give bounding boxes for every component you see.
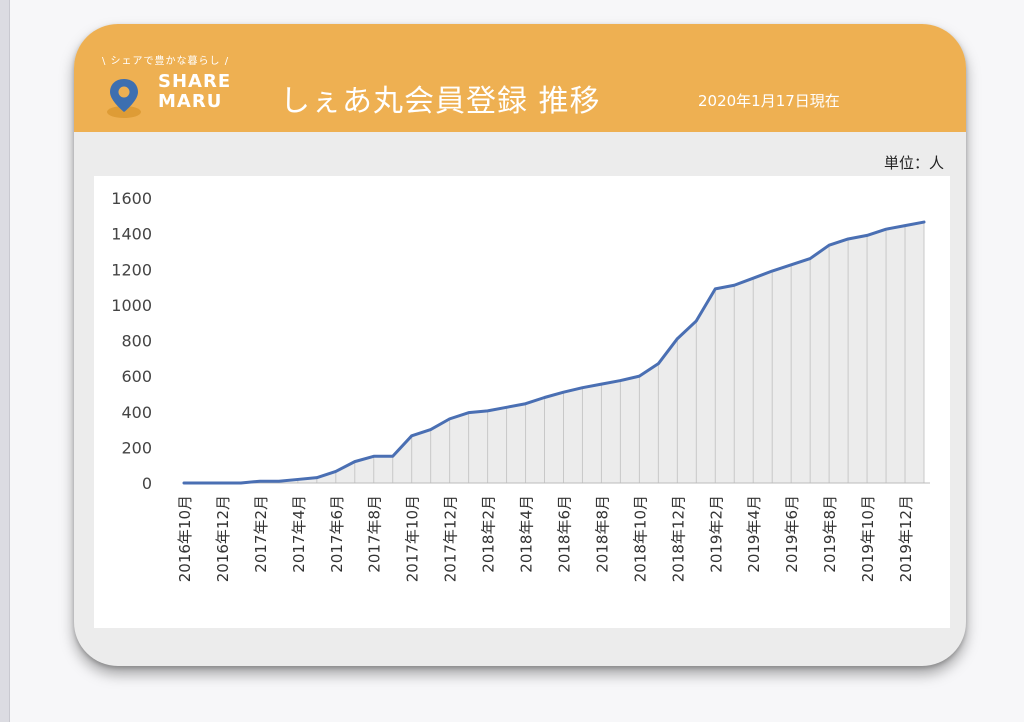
x-tick-label: 2017年8月 [366,495,384,573]
y-tick-label: 1000 [111,296,152,315]
y-tick-label: 400 [121,403,152,422]
logo-tagline: \ シェアで豊かな暮らし / [102,56,230,67]
data-point [277,480,281,483]
data-point [524,402,527,405]
x-tick-label: 2019年2月 [707,495,725,573]
data-point [410,434,413,437]
logo-line-1: SHARE [158,71,232,92]
data-point [486,409,489,413]
data-point [505,406,508,409]
data-point [372,455,375,458]
data-point [448,417,451,421]
data-point [239,481,243,485]
data-point [258,480,262,483]
data-point [865,234,869,237]
data-point [182,481,186,485]
x-tick-label: 2017年6月 [328,495,346,573]
card-header: \ シェアで豊かな暮らし / SHARE MARU しぇあ丸会員登録 推移 20… [74,24,966,132]
y-tick-label: 1200 [111,260,152,279]
logo-line-2: MARU [158,91,223,112]
data-point [808,257,812,260]
data-point [657,362,660,365]
data-point [903,224,907,227]
y-tick-label: 800 [121,332,152,351]
unit-label: 単位：人 [883,154,944,172]
logo-wordmark: SHARE MARU [158,72,231,112]
data-point [429,428,432,431]
data-point [846,237,850,241]
x-tick-label: 2016年12月 [214,495,232,582]
area-fill [184,222,924,484]
y-tick-label: 1400 [111,225,152,244]
y-tick-label: 1600 [111,189,152,208]
data-point [771,269,774,273]
x-tick-label: 2018年12月 [669,495,687,582]
as-of-date: 2020年1月17日現在 [698,92,840,110]
data-point [220,481,224,485]
x-tick-label: 2019年6月 [783,495,801,573]
chart-title: しぇあ丸会員登録 推移 [280,84,601,119]
area-chart: 0 200 400 600 800 1000 1200 1400 1600 2016年10月 201… [111,189,930,582]
data-point [619,379,622,382]
data-point [391,455,394,458]
data-point [600,382,603,386]
x-tick-label: 2017年4月 [290,495,308,573]
data-point [638,374,641,378]
x-tick-label: 2019年8月 [821,495,839,573]
x-tick-label: 2017年2月 [252,495,270,573]
data-point [543,396,546,399]
y-tick-label: 200 [121,438,152,457]
data-point [467,411,470,414]
x-tick-label: 2018年4月 [518,495,536,573]
data-point [733,284,736,287]
data-point [201,481,205,485]
x-tick-label: 2019年4月 [745,495,763,573]
data-point [827,244,831,247]
x-tick-label: 2018年2月 [480,495,498,573]
data-point [296,478,300,481]
left-window-edge [0,0,10,722]
plot-area: 0 200 400 600 800 1000 1200 1400 1600 2016年10月 201… [94,176,950,628]
x-tick-label: 2019年10月 [859,495,877,582]
data-point [714,287,717,291]
series-line [182,220,926,485]
data-point [315,476,319,479]
data-point [334,470,337,473]
x-tick-label: 2016年10月 [176,495,194,582]
chart-card: \ シェアで豊かな暮らし / SHARE MARU しぇあ丸会員登録 推移 20… [74,24,966,666]
data-point [676,337,679,340]
data-point [353,460,356,463]
data-point [922,220,926,224]
x-tick-label: 2019年12月 [897,495,915,582]
data-point [789,263,793,266]
data-point [884,227,888,231]
data-point [695,319,698,323]
x-tick-label: 2017年12月 [442,495,460,582]
x-tick-label: 2017年10月 [404,495,422,582]
x-tick-label: 2018年8月 [593,495,611,573]
y-tick-label: 0 [142,474,152,493]
data-point [752,276,755,280]
y-tick-label: 600 [121,367,152,386]
map-pin-icon [107,79,141,118]
data-point [581,386,584,389]
data-point [562,390,565,394]
x-tick-label: 2018年6月 [555,495,573,573]
x-tick-label: 2018年10月 [631,495,649,582]
